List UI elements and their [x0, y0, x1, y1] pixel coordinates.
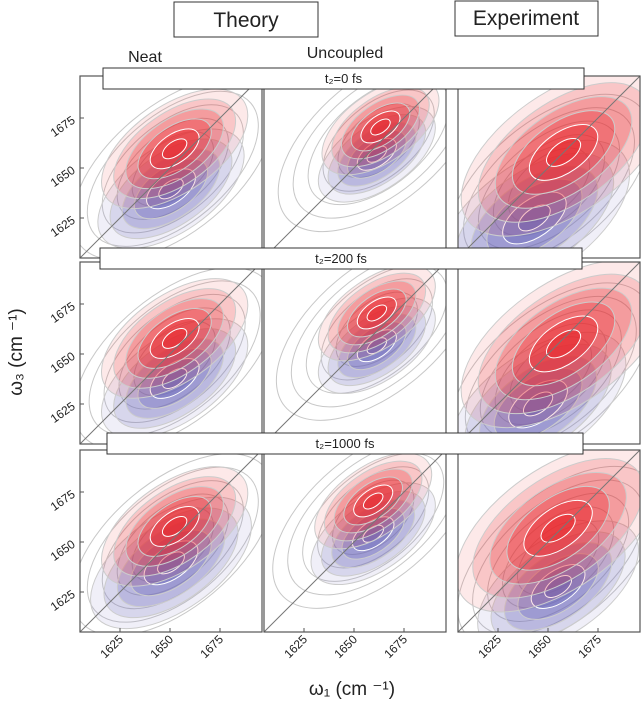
x-tick-label: 1675 — [575, 632, 604, 661]
contour — [272, 450, 446, 609]
x-tick-label: 1625 — [475, 632, 504, 661]
x-tick-label: 1650 — [525, 632, 554, 661]
row-banner — [102, 67, 585, 90]
contour — [86, 90, 259, 247]
contour — [88, 280, 261, 437]
diagonal — [80, 262, 262, 444]
contour — [477, 120, 621, 250]
x-tick-label: 1675 — [197, 632, 226, 661]
panel — [80, 76, 262, 258]
row-label: t₂=0 fs — [325, 71, 363, 86]
contour — [161, 368, 188, 389]
diagonal — [458, 450, 640, 632]
panel — [458, 450, 640, 632]
y-tick-label: 1675 — [48, 113, 78, 140]
header-box — [173, 1, 319, 38]
panel — [264, 76, 446, 258]
diagonal — [264, 262, 446, 444]
contour — [161, 138, 188, 160]
diagonal — [264, 76, 446, 258]
diagonal — [80, 450, 262, 632]
y-tick-label: 1625 — [48, 213, 78, 240]
y-tick-label: 1650 — [48, 349, 78, 376]
contour — [292, 76, 446, 219]
panel — [80, 262, 262, 444]
x-tick-label: 1650 — [331, 632, 360, 661]
contour — [161, 327, 188, 349]
x-axis-label: ω₁ (cm ⁻¹) — [309, 679, 395, 700]
header: Experiment — [473, 7, 579, 30]
contour — [370, 118, 391, 136]
contour — [305, 264, 446, 394]
x-tick-label: 1625 — [97, 632, 126, 661]
diagonal — [80, 76, 262, 258]
header-box — [454, 0, 599, 37]
contour — [366, 304, 388, 322]
contour — [518, 204, 551, 232]
contour — [362, 492, 384, 510]
panel — [264, 262, 446, 444]
contour — [287, 450, 446, 596]
contour — [302, 452, 445, 582]
contour — [157, 551, 185, 575]
y-tick-label: 1650 — [48, 537, 78, 564]
panel — [264, 450, 446, 632]
contour — [275, 262, 446, 421]
diagonal — [458, 76, 640, 258]
row-label: t₂=200 fs — [315, 251, 367, 266]
panel — [80, 450, 262, 632]
contour — [509, 336, 592, 412]
contour — [322, 89, 435, 192]
contour — [80, 453, 262, 632]
x-tick-label: 1675 — [381, 632, 410, 661]
contour — [86, 466, 259, 623]
contour — [290, 262, 446, 408]
contour — [80, 266, 262, 444]
y-tick-label: 1675 — [48, 487, 78, 514]
contour — [540, 513, 576, 543]
y-tick-label: 1675 — [48, 299, 78, 326]
y-tick-label: 1625 — [48, 399, 78, 426]
row-banner — [106, 432, 584, 455]
header: Theory — [213, 9, 279, 32]
contour — [335, 291, 419, 367]
contour — [161, 515, 188, 537]
contour — [80, 77, 262, 258]
y-tick-label: 1625 — [48, 587, 78, 614]
column-label: Uncoupled — [307, 45, 384, 62]
contour — [494, 322, 607, 426]
row-label: t₂=1000 fs — [316, 436, 375, 451]
diagonal — [264, 450, 446, 632]
y-axis-label: ω₃ (cm ⁻¹) — [6, 308, 27, 395]
column-label: Neat — [128, 49, 162, 66]
contour — [101, 104, 244, 234]
y-tick-label: 1650 — [48, 163, 78, 190]
x-tick-label: 1650 — [147, 632, 176, 661]
contour — [103, 293, 246, 424]
contour — [458, 93, 640, 258]
x-tick-label: 1625 — [281, 632, 310, 661]
contour — [118, 307, 231, 410]
contour — [277, 76, 446, 233]
diagonal — [458, 262, 640, 444]
contour — [131, 131, 214, 207]
contour — [458, 282, 640, 444]
row-banner — [99, 247, 583, 270]
